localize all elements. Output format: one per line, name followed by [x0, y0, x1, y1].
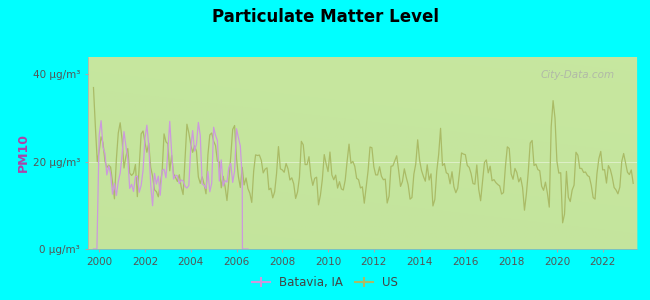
Y-axis label: PM10: PM10	[17, 134, 30, 172]
Legend: Batavia, IA, US: Batavia, IA, US	[248, 272, 402, 294]
Text: Particulate Matter Level: Particulate Matter Level	[211, 8, 439, 26]
Text: City-Data.com: City-Data.com	[541, 70, 615, 80]
